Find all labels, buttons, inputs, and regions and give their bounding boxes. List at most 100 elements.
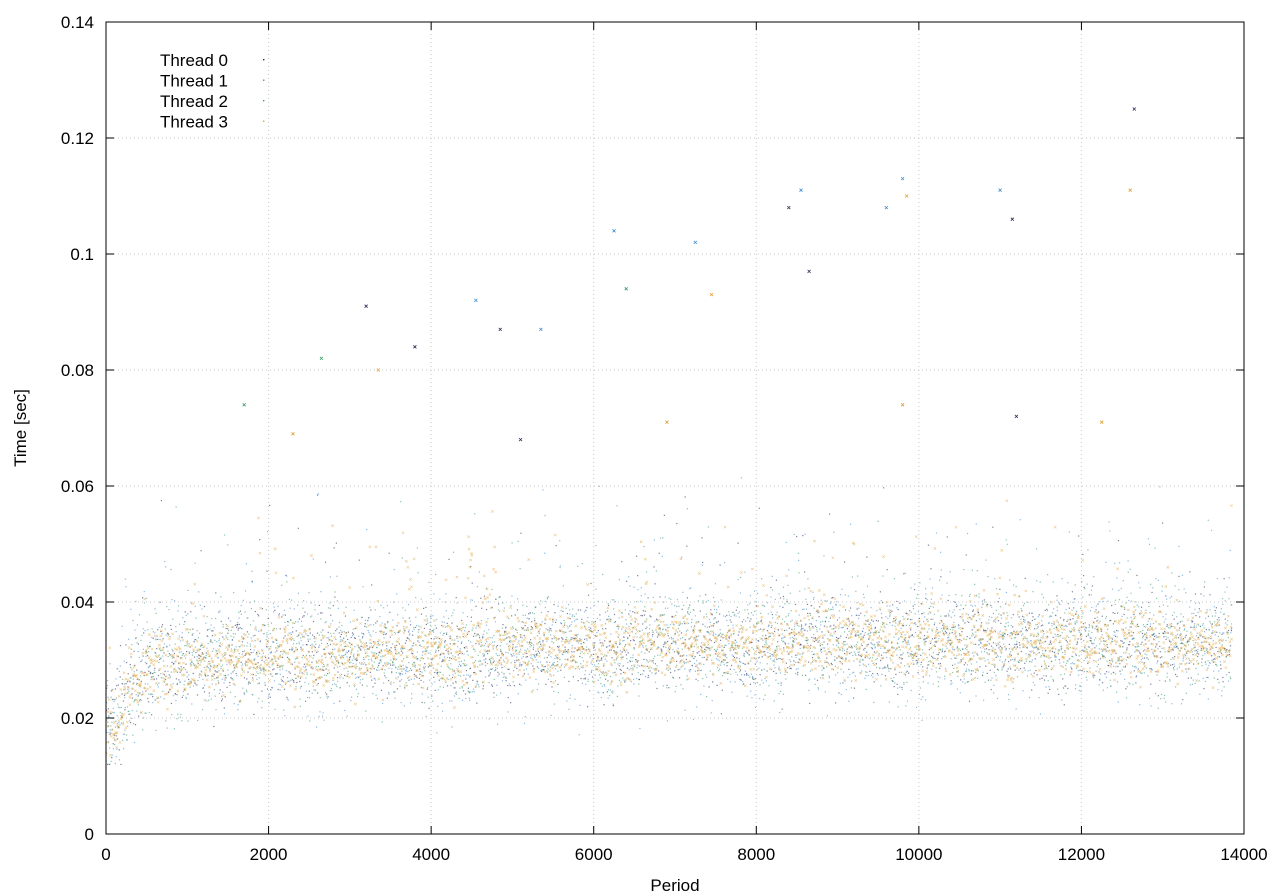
data-point — [963, 664, 965, 666]
data-point — [1146, 657, 1148, 659]
data-point — [498, 596, 500, 599]
data-point — [982, 603, 984, 605]
data-point — [461, 641, 463, 643]
data-point — [512, 643, 514, 646]
data-point — [867, 638, 870, 640]
data-point — [158, 661, 160, 664]
data-point — [249, 682, 251, 684]
data-point — [848, 700, 850, 702]
data-point — [437, 646, 440, 649]
data-point — [383, 672, 385, 674]
data-point — [178, 635, 180, 637]
data-point — [597, 629, 599, 632]
data-point — [273, 606, 275, 608]
data-point — [477, 684, 480, 686]
data-point — [290, 639, 292, 641]
data-point — [557, 605, 559, 607]
data-point — [512, 626, 514, 628]
data-point — [387, 621, 389, 623]
data-point — [758, 640, 760, 642]
data-point — [305, 633, 307, 635]
data-point — [1151, 591, 1153, 594]
data-point — [215, 671, 217, 673]
data-point — [259, 539, 261, 541]
data-point — [477, 666, 479, 668]
data-point — [540, 645, 542, 647]
data-point — [746, 674, 748, 676]
data-point — [529, 646, 531, 648]
data-point — [555, 619, 557, 621]
data-point — [927, 544, 930, 546]
data-point — [435, 637, 437, 639]
data-point — [959, 639, 961, 641]
data-point — [1122, 622, 1124, 624]
data-point — [587, 616, 589, 619]
data-point — [293, 681, 295, 683]
data-point — [614, 621, 617, 623]
data-point — [130, 648, 133, 650]
data-point — [279, 628, 281, 630]
data-point — [358, 676, 360, 678]
data-point — [463, 653, 465, 655]
data-point — [482, 636, 484, 638]
data-point — [255, 651, 258, 654]
data-point — [1016, 646, 1018, 648]
data-point — [1213, 652, 1215, 655]
data-point — [599, 614, 601, 616]
data-point — [887, 664, 889, 666]
data-point — [1036, 674, 1038, 676]
data-point — [862, 593, 865, 595]
data-point — [408, 617, 411, 619]
data-point — [310, 673, 312, 675]
data-point — [878, 653, 880, 655]
data-point — [195, 617, 197, 619]
data-point — [474, 660, 477, 662]
data-point — [131, 687, 133, 689]
data-point — [1065, 625, 1067, 627]
data-point — [585, 635, 587, 637]
data-point — [691, 621, 693, 624]
data-point — [927, 613, 929, 615]
data-point — [372, 641, 375, 643]
data-point — [487, 601, 489, 603]
data-point — [468, 697, 470, 699]
data-point — [932, 662, 934, 664]
data-point — [712, 625, 715, 627]
data-point — [494, 641, 496, 643]
data-point — [891, 610, 893, 612]
data-point — [603, 674, 605, 677]
data-point — [527, 629, 529, 631]
data-point — [587, 594, 590, 596]
data-point — [1179, 621, 1182, 623]
data-point — [154, 671, 156, 674]
data-point — [252, 651, 254, 653]
data-point — [680, 660, 682, 662]
data-point — [1192, 679, 1194, 681]
data-point — [906, 613, 908, 615]
data-point — [556, 661, 559, 663]
data-point — [1226, 586, 1228, 588]
data-point — [819, 645, 821, 647]
data-point — [666, 627, 669, 629]
data-point — [927, 664, 929, 666]
data-point — [308, 592, 310, 594]
data-point — [1005, 648, 1007, 650]
data-point — [544, 665, 546, 668]
data-point — [247, 636, 249, 638]
data-point — [497, 664, 499, 666]
data-point — [742, 681, 744, 683]
data-point — [760, 619, 763, 621]
data-point — [218, 638, 221, 640]
data-point — [688, 669, 690, 671]
data-point — [595, 635, 597, 638]
data-point — [838, 617, 840, 619]
data-point — [675, 614, 677, 617]
data-point — [535, 650, 537, 652]
data-point — [832, 606, 834, 608]
data-point — [308, 683, 310, 685]
data-point — [167, 670, 169, 672]
data-point — [339, 700, 341, 702]
data-point — [266, 632, 268, 634]
data-point — [1063, 625, 1065, 628]
data-point — [193, 641, 195, 643]
